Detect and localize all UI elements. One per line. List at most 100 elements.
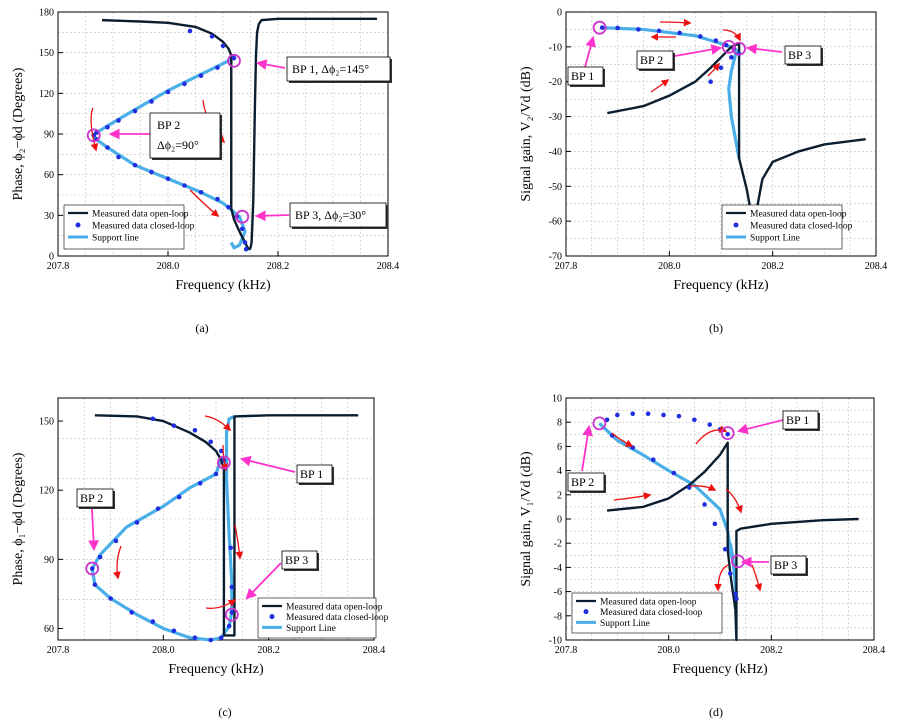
bp-arrow xyxy=(736,419,784,435)
direction-arrow xyxy=(725,488,743,514)
direction-arrow xyxy=(113,545,122,580)
y-tick-label: -4 xyxy=(554,563,562,574)
legend-label: Support Line xyxy=(750,234,800,244)
bp-label-text: BP 1 xyxy=(571,69,594,83)
direction-arrow xyxy=(611,432,634,447)
legend-label: Measured data open-loop xyxy=(286,603,383,613)
legend-label: Measured data closed-loop xyxy=(286,613,389,623)
closed-loop-point xyxy=(599,25,605,30)
series-open-loop xyxy=(94,414,359,637)
y-tick-label: 0 xyxy=(557,8,562,19)
series-support-line xyxy=(90,414,236,642)
closed-loop-point xyxy=(92,582,98,587)
y-tick-label: 60 xyxy=(44,624,54,635)
direction-arrow xyxy=(722,29,741,42)
closed-loop-point xyxy=(215,65,220,70)
closed-loop-point xyxy=(656,28,662,34)
bp-arrow xyxy=(245,562,282,600)
closed-loop-point xyxy=(713,38,719,43)
x-axis-label: Frequency (kHz) xyxy=(672,662,768,677)
bp-label-text: BP 1 xyxy=(786,413,809,427)
x-tick-label: 208.2 xyxy=(267,261,290,272)
bp-marker xyxy=(216,455,231,470)
bp-arrow xyxy=(255,59,286,70)
legend-label: Measured data open-loop xyxy=(600,598,697,608)
closed-loop-point xyxy=(229,610,235,615)
y-tick-label: 2 xyxy=(557,490,562,501)
closed-loop-point xyxy=(155,506,161,511)
bp-arrow xyxy=(745,43,783,55)
bp-label-text: Δϕ₂=90° xyxy=(157,138,199,152)
direction-arrow xyxy=(689,483,717,491)
closed-loop-point xyxy=(226,623,232,629)
bp-label-box xyxy=(149,112,221,159)
closed-loop-point xyxy=(149,169,154,175)
y-tick-label: -50 xyxy=(549,182,562,193)
bp-label-text: BP 2 xyxy=(157,118,180,132)
bp-label-box xyxy=(782,410,819,430)
bp-marker xyxy=(235,209,250,224)
panel-c-plot: 207.8 208.0 208.2 208.4 60 90 120 150 Frequency … xyxy=(11,397,389,677)
x-tick-label: 208.4 xyxy=(865,261,888,272)
y-tick-label: 30 xyxy=(44,211,54,222)
legend-label: Support Line xyxy=(286,624,336,634)
x-tick-label: 208.2 xyxy=(761,261,784,272)
closed-loop-point xyxy=(182,81,187,87)
y-tick-label: 6 xyxy=(557,442,562,453)
closed-loop-point xyxy=(718,65,724,71)
closed-loop-point xyxy=(113,538,119,544)
closed-loop-point xyxy=(187,28,193,34)
closed-loop-point xyxy=(698,34,703,39)
bp-label-box xyxy=(289,202,387,228)
series-open-loop xyxy=(606,441,859,642)
y-tick-label: 8 xyxy=(557,418,562,429)
panel-d-label: (d) xyxy=(709,705,723,719)
closed-loop-point xyxy=(150,619,156,624)
legend-label: Measured data closed-loop xyxy=(92,222,195,232)
bp-arrow xyxy=(674,44,723,57)
bp-marker xyxy=(592,20,607,35)
legend-label: Support line xyxy=(92,234,139,244)
bp-marker xyxy=(227,53,241,68)
legend-box xyxy=(257,597,377,639)
x-axis-label: Frequency (kHz) xyxy=(175,278,271,293)
bp-label-box xyxy=(636,50,674,70)
closed-loop-point xyxy=(661,412,666,418)
direction-arrow xyxy=(751,564,763,592)
y-tick-label: -6 xyxy=(554,587,562,598)
closed-loop-point xyxy=(171,628,177,634)
x-tick-label: 207.8 xyxy=(47,645,70,656)
closed-loop-point xyxy=(132,162,138,168)
y-tick-label: 10 xyxy=(552,394,562,405)
y-tick-label: 60 xyxy=(44,170,54,181)
bp-label-box xyxy=(770,555,807,575)
closed-loop-point xyxy=(708,79,713,85)
y-tick-label: 150 xyxy=(39,417,54,428)
bp-arrow xyxy=(254,210,290,222)
legend-box xyxy=(571,592,723,634)
closed-loop-point xyxy=(149,99,154,104)
legend-swatch xyxy=(583,609,589,615)
legend-label: Measured data open-loop xyxy=(750,210,847,220)
closed-loop-point xyxy=(165,176,171,182)
closed-loop-point xyxy=(734,596,739,602)
closed-loop-point xyxy=(692,417,697,423)
legend-swatch xyxy=(75,222,81,228)
closed-loop-point xyxy=(198,73,204,79)
closed-loop-point xyxy=(723,42,729,48)
closed-loop-point xyxy=(192,427,198,433)
closed-loop-point xyxy=(671,470,677,476)
x-tick-label: 207.8 xyxy=(555,261,578,272)
y-tick-label: 150 xyxy=(39,48,54,59)
bp-marker xyxy=(720,426,735,440)
y-tick-label: -10 xyxy=(549,42,562,53)
bp-label-box xyxy=(567,66,604,86)
y-tick-label: 120 xyxy=(39,89,54,100)
direction-arrow xyxy=(650,79,670,93)
y-tick-label: -30 xyxy=(549,112,562,123)
x-tick-label: 208.2 xyxy=(760,645,783,656)
closed-loop-point xyxy=(176,494,182,500)
